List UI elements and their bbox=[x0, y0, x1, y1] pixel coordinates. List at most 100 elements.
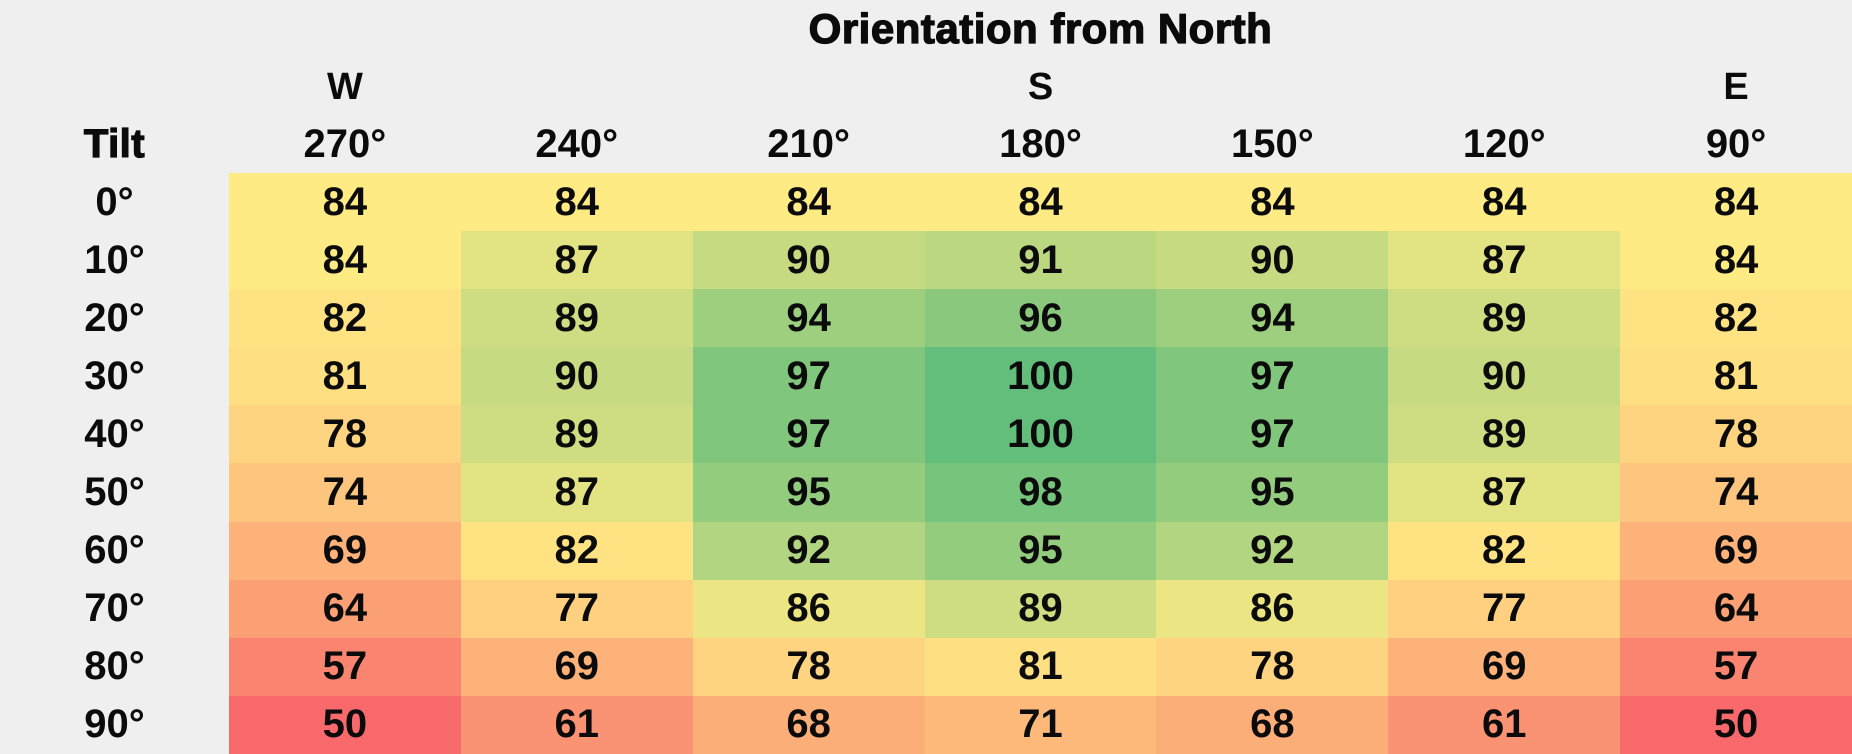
heatmap-cell: 78 bbox=[229, 405, 461, 464]
heatmap-cell: 84 bbox=[1620, 173, 1852, 232]
column-header-2: 210° bbox=[767, 122, 850, 166]
heatmap-cell: 84 bbox=[924, 173, 1157, 232]
heatmap-cell: 68 bbox=[1156, 695, 1389, 754]
heatmap-cell: 84 bbox=[229, 231, 461, 290]
row-label-1: 10° bbox=[84, 237, 145, 282]
heatmap-cell: 69 bbox=[1388, 637, 1621, 696]
heatmap-cell: 87 bbox=[1388, 231, 1621, 290]
compass-spacer bbox=[1388, 58, 1620, 116]
row-label-2: 20° bbox=[84, 295, 145, 340]
heatmap-cell: 92 bbox=[1156, 521, 1389, 580]
heatmap-cell: 50 bbox=[1620, 695, 1852, 754]
heatmap-cell: 97 bbox=[692, 347, 925, 406]
heatmap-cell: 74 bbox=[229, 463, 461, 522]
compass-spacer bbox=[693, 58, 925, 116]
heatmap-cell: 82 bbox=[460, 521, 693, 580]
heatmap-cell: 89 bbox=[1388, 289, 1621, 348]
heatmap-cell: 69 bbox=[229, 521, 461, 580]
heatmap-cell: 97 bbox=[1156, 347, 1389, 406]
heatmap-cell: 84 bbox=[1388, 173, 1621, 232]
row-label-8: 80° bbox=[84, 644, 145, 689]
row-label-7: 70° bbox=[84, 586, 145, 631]
column-header-3: 180° bbox=[999, 122, 1082, 166]
heatmap-cell: 71 bbox=[924, 695, 1157, 754]
heatmap-cell: 100 bbox=[924, 405, 1157, 464]
heatmap-cell: 87 bbox=[1388, 463, 1621, 522]
heatmap-cell: 89 bbox=[924, 579, 1157, 638]
heatmap-cell: 90 bbox=[692, 231, 925, 290]
heatmap-cell: 91 bbox=[924, 231, 1157, 290]
heatmap-cell: 81 bbox=[1620, 347, 1852, 406]
row-label-9: 90° bbox=[84, 702, 145, 747]
heatmap-cell: 64 bbox=[229, 579, 461, 638]
compass-label-e: E bbox=[1723, 65, 1749, 108]
heatmap-cell: 98 bbox=[924, 463, 1157, 522]
compass-spacer bbox=[461, 58, 693, 116]
heatmap-cell: 89 bbox=[460, 405, 693, 464]
column-header-5: 120° bbox=[1462, 122, 1546, 166]
heatmap-cell: 57 bbox=[1620, 637, 1852, 696]
heatmap-cell: 74 bbox=[1620, 463, 1852, 522]
heatmap-cell: 78 bbox=[1156, 637, 1389, 696]
heatmap-cell: 57 bbox=[229, 637, 461, 696]
heatmap-cell: 86 bbox=[692, 579, 925, 638]
heatmap-cell: 95 bbox=[1156, 463, 1389, 522]
heatmap-cell: 82 bbox=[229, 289, 461, 348]
column-header-4: 150° bbox=[1230, 122, 1314, 166]
heatmap-cell: 78 bbox=[692, 637, 925, 696]
heatmap-cell: 96 bbox=[924, 289, 1157, 348]
heatmap-cell: 100 bbox=[924, 347, 1157, 406]
heatmap-cell: 89 bbox=[460, 289, 693, 348]
tilt-header: Tilt bbox=[83, 121, 146, 166]
row-label-4: 40° bbox=[84, 411, 145, 456]
heatmap-grid: W S E Tilt 270° 240° 210° 180° 150° 120° 90° 0° 84 84… bbox=[0, 58, 1852, 754]
heatmap-cell: 61 bbox=[1388, 695, 1621, 754]
column-header-1: 240° bbox=[535, 122, 619, 166]
heatmap-cell: 69 bbox=[460, 637, 693, 696]
heatmap-cell: 94 bbox=[692, 289, 925, 348]
column-header-0: 270° bbox=[303, 122, 387, 166]
heatmap-cell: 87 bbox=[460, 463, 693, 522]
heatmap-cell: 94 bbox=[1156, 289, 1389, 348]
heatmap-cell: 89 bbox=[1388, 405, 1621, 464]
heatmap-cell: 95 bbox=[924, 521, 1157, 580]
heatmap-cell: 61 bbox=[460, 695, 693, 754]
row-label-0: 0° bbox=[95, 179, 134, 224]
heatmap-cell: 81 bbox=[229, 347, 461, 406]
heatmap-cell: 90 bbox=[460, 347, 693, 406]
heatmap-cell: 86 bbox=[1156, 579, 1389, 638]
heatmap-cell: 87 bbox=[460, 231, 693, 290]
heatmap-cell: 81 bbox=[924, 637, 1157, 696]
heatmap-cell: 82 bbox=[1388, 521, 1621, 580]
heatmap-cell: 82 bbox=[1620, 289, 1852, 348]
heatmap-cell: 95 bbox=[692, 463, 925, 522]
heatmap-cell: 90 bbox=[1156, 231, 1389, 290]
heatmap-cell: 84 bbox=[460, 173, 693, 232]
row-label-6: 60° bbox=[84, 528, 145, 573]
heatmap-cell: 77 bbox=[460, 579, 693, 638]
heatmap-cell: 90 bbox=[1388, 347, 1621, 406]
heatmap-cell: 69 bbox=[1620, 521, 1852, 580]
heatmap-cell: 78 bbox=[1620, 405, 1852, 464]
heatmap-cell: 84 bbox=[1620, 231, 1852, 290]
heatmap-cell: 50 bbox=[229, 695, 461, 754]
heatmap-cell: 97 bbox=[692, 405, 925, 464]
title-row: Orientation from North bbox=[229, 0, 1852, 58]
chart-title: Orientation from North bbox=[808, 4, 1273, 52]
heatmap-cell: 77 bbox=[1388, 579, 1621, 638]
heatmap-cell: 97 bbox=[1156, 405, 1389, 464]
heatmap-cell: 68 bbox=[692, 695, 925, 754]
compass-label-s: S bbox=[1027, 65, 1054, 108]
column-header-6: 90° bbox=[1705, 122, 1767, 166]
compass-label-w: W bbox=[326, 65, 363, 108]
heatmap-cell: 92 bbox=[692, 521, 925, 580]
heatmap-cell: 84 bbox=[229, 173, 461, 232]
compass-spacer bbox=[1156, 58, 1388, 116]
row-label-3: 30° bbox=[84, 353, 145, 398]
heatmap-cell: 84 bbox=[1156, 173, 1389, 232]
heatmap-cell: 84 bbox=[692, 173, 925, 232]
heatmap-cell: 64 bbox=[1620, 579, 1852, 638]
corner-spacer bbox=[0, 58, 229, 116]
row-label-5: 50° bbox=[84, 470, 145, 515]
